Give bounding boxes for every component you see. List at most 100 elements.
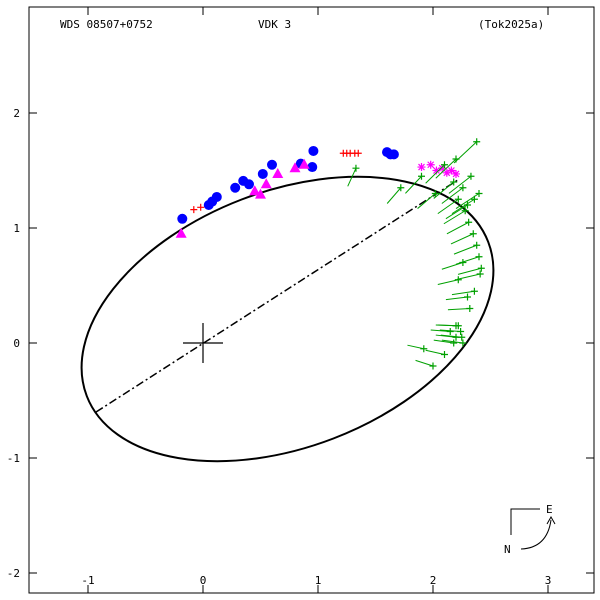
x-tick-label: 0 <box>200 574 207 587</box>
triangle-point <box>249 185 261 196</box>
plus-point <box>475 253 483 261</box>
residual-line <box>457 267 482 275</box>
plus-point <box>431 190 439 197</box>
residual-line <box>437 279 459 285</box>
residual-line <box>445 296 468 301</box>
x-tick-label: -1 <box>81 574 94 587</box>
asterisk-point <box>438 164 447 173</box>
circle-point <box>244 179 254 190</box>
asterisk-point <box>452 169 460 178</box>
plus-point <box>454 322 462 330</box>
residual-line <box>446 221 469 235</box>
circle-point <box>177 213 188 224</box>
plus-point <box>450 339 458 347</box>
orbit-ellipse <box>80 175 495 463</box>
plus-point <box>466 305 474 312</box>
plus-point <box>469 230 477 238</box>
asterisk-point <box>432 166 441 175</box>
header-center: VDK 3 <box>258 18 291 31</box>
residual-line <box>415 359 434 367</box>
series-3 <box>190 149 362 214</box>
residual-line <box>456 273 481 280</box>
plus-point <box>454 276 462 284</box>
circle-point <box>230 182 241 193</box>
circle-point <box>257 168 268 179</box>
circle-point <box>211 191 222 202</box>
plus-point <box>454 195 462 203</box>
plus-point <box>190 206 198 214</box>
residual-line <box>425 349 445 355</box>
plus-point <box>418 172 425 180</box>
plus-point <box>352 164 360 172</box>
orbit-layer <box>80 175 495 463</box>
residual-line <box>448 175 472 194</box>
triangle-point <box>289 162 301 173</box>
residual-line <box>445 204 468 220</box>
residual-line <box>455 193 480 209</box>
residual-line <box>453 141 478 164</box>
residual-line <box>347 167 357 187</box>
y-tick-label: -2 <box>7 567 20 580</box>
plus-point <box>464 293 471 301</box>
y-tick-label: 2 <box>13 107 20 120</box>
axes: -1 0 1 2 3 -2 -1 0 1 2 <box>7 7 594 593</box>
residual-line <box>443 210 466 225</box>
residual-line <box>451 198 475 215</box>
residual-line <box>435 158 457 179</box>
residual-line <box>437 198 459 215</box>
plus-point <box>446 328 454 335</box>
plus-point <box>461 207 469 215</box>
triangle-point <box>272 167 284 178</box>
header-right: (Tok2025a) <box>478 18 544 31</box>
series-4 <box>347 138 485 370</box>
x-tick-label: 2 <box>430 574 437 587</box>
residual-line <box>441 187 464 204</box>
residual-line <box>405 175 422 194</box>
plus-point <box>476 270 484 278</box>
compass-arrowhead-icon <box>546 515 556 525</box>
residual-line <box>417 193 436 209</box>
plus-point <box>465 218 473 226</box>
circle-point <box>307 162 318 173</box>
x-tick-label: 1 <box>315 574 322 587</box>
y-tick-label: 0 <box>13 337 20 350</box>
circle-point <box>388 149 399 160</box>
residual-line <box>447 308 470 311</box>
residual-line <box>433 181 455 199</box>
residual-line <box>425 164 445 184</box>
header-left: WDS 08507+0752 <box>60 18 153 31</box>
circle-point <box>267 159 277 170</box>
plus-point <box>197 203 205 211</box>
plus-point <box>477 264 485 272</box>
residual-line <box>450 233 474 245</box>
plus-point <box>420 345 428 353</box>
plus-point <box>452 333 460 341</box>
asterisk-point <box>426 160 435 169</box>
compass-north-label: N <box>504 543 511 556</box>
asterisk-point <box>447 166 456 175</box>
y-tick-label: 1 <box>13 222 20 235</box>
plus-point <box>354 149 362 157</box>
asterisk-point <box>442 168 451 177</box>
plot-frame <box>28 6 595 594</box>
plus-point <box>467 172 475 180</box>
residual-line <box>451 290 475 296</box>
asterisk-point <box>417 163 426 172</box>
data-marks <box>175 138 485 370</box>
triangle-point <box>298 158 310 169</box>
triangle-point <box>255 188 266 199</box>
plus-point <box>429 362 437 370</box>
plus-point <box>441 161 448 169</box>
series-2 <box>417 160 460 178</box>
plus-point <box>459 339 467 347</box>
plus-point <box>475 190 483 197</box>
plus-point <box>459 184 467 192</box>
plus-point <box>473 138 481 146</box>
triangle-point <box>175 227 187 238</box>
compass-east-label: E <box>546 503 553 516</box>
residual-line <box>441 339 463 344</box>
residual-line <box>441 262 464 270</box>
plus-point <box>459 259 467 266</box>
residual-line <box>386 187 402 204</box>
residual-line <box>453 244 477 255</box>
